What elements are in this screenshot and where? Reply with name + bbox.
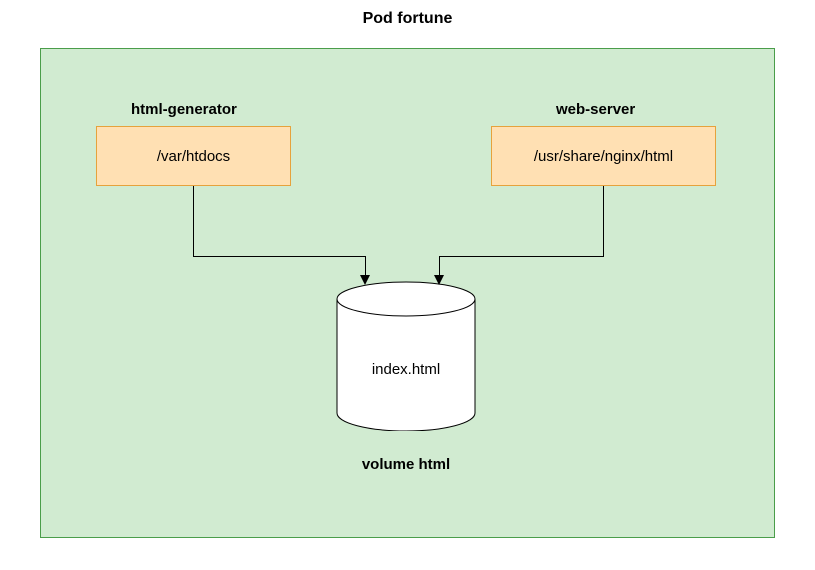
container-label-web-server: web-server bbox=[556, 101, 635, 118]
volume-label: volume html bbox=[336, 456, 476, 473]
volume-content: index.html bbox=[336, 361, 476, 378]
pod-container: html-generator /var/htdocs web-server /u… bbox=[40, 48, 775, 538]
container-box-web-server: /usr/share/nginx/html bbox=[491, 126, 716, 186]
container-label-html-generator: html-generator bbox=[131, 101, 237, 118]
volume-cylinder: index.html bbox=[336, 281, 476, 431]
mount-path-web-server: /usr/share/nginx/html bbox=[534, 148, 673, 165]
diagram-title: Pod fortune bbox=[0, 10, 815, 28]
container-box-html-generator: /var/htdocs bbox=[96, 126, 291, 186]
mount-path-html-generator: /var/htdocs bbox=[157, 148, 230, 165]
cylinder-svg bbox=[336, 281, 476, 431]
